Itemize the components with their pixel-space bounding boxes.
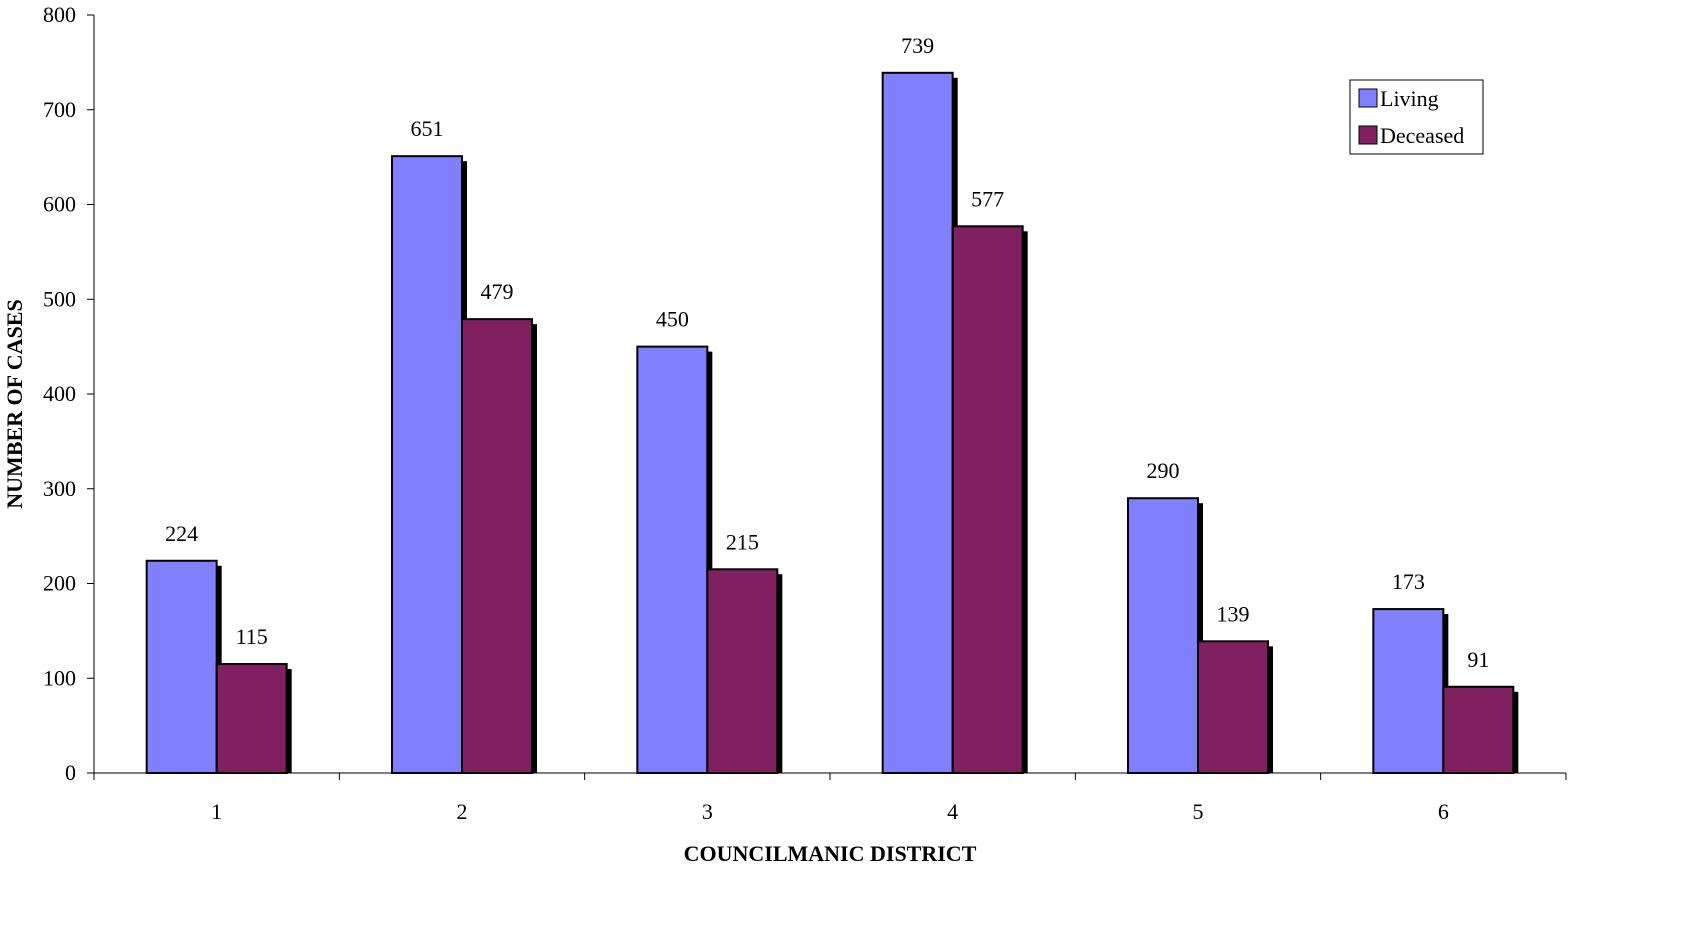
bar-deceased: [1442, 685, 1515, 775]
x-tick-label: 4: [947, 799, 958, 824]
bar-deceased: [215, 663, 288, 774]
bar-deceased: [706, 568, 779, 774]
data-label: 115: [236, 624, 268, 649]
y-tick-label: 300: [43, 476, 76, 501]
legend: Living Deceased: [1349, 79, 1484, 155]
data-label: 479: [481, 279, 514, 304]
bar-living: [636, 345, 709, 774]
bar-living: [1372, 608, 1445, 775]
legend-label-deceased: Deceased: [1380, 123, 1464, 148]
data-label: 651: [411, 116, 444, 141]
y-tick-label: 600: [43, 192, 76, 217]
data-label: 224: [165, 521, 198, 546]
x-tick-label: 2: [457, 799, 468, 824]
bar-deceased: [461, 318, 533, 774]
x-axis-title: COUNCILMANIC DISTRICT: [684, 841, 977, 866]
y-tick-label: 500: [43, 286, 76, 311]
bar-deceased: [1197, 640, 1269, 774]
legend-swatch-living: [1358, 88, 1378, 108]
bar-living: [1127, 497, 1199, 774]
data-label: 577: [971, 186, 1004, 211]
bar-living: [391, 155, 463, 775]
data-label: 173: [1392, 569, 1425, 594]
legend-label-living: Living: [1380, 86, 1439, 111]
y-tick-label: 0: [65, 760, 76, 785]
x-tick-label: 1: [211, 799, 222, 824]
y-tick-label: 800: [43, 2, 76, 27]
legend-swatch-deceased: [1358, 125, 1378, 145]
plot-area: 0 100 200 300 400 500 600 700 800 224 115 1 651 479 2 4…: [43, 2, 1567, 824]
data-label: 139: [1217, 601, 1250, 626]
data-label: 91: [1467, 647, 1489, 672]
y-tick-label: 700: [43, 97, 76, 122]
bar-living: [881, 71, 954, 775]
x-tick-label: 3: [702, 799, 713, 824]
x-tick-label: 5: [1193, 799, 1204, 824]
y-axis-title: NUMBER OF CASES: [2, 299, 27, 508]
data-label: 290: [1147, 458, 1180, 483]
data-label: 450: [656, 307, 689, 332]
x-tick-label: 6: [1438, 799, 1449, 824]
bar-living: [145, 559, 218, 775]
bar-deceased: [951, 225, 1024, 775]
y-tick-label: 400: [43, 381, 76, 406]
y-tick-label: 100: [43, 665, 76, 690]
y-tick-label: 200: [43, 571, 76, 596]
data-label: 739: [901, 33, 934, 58]
data-label: 215: [726, 529, 759, 554]
